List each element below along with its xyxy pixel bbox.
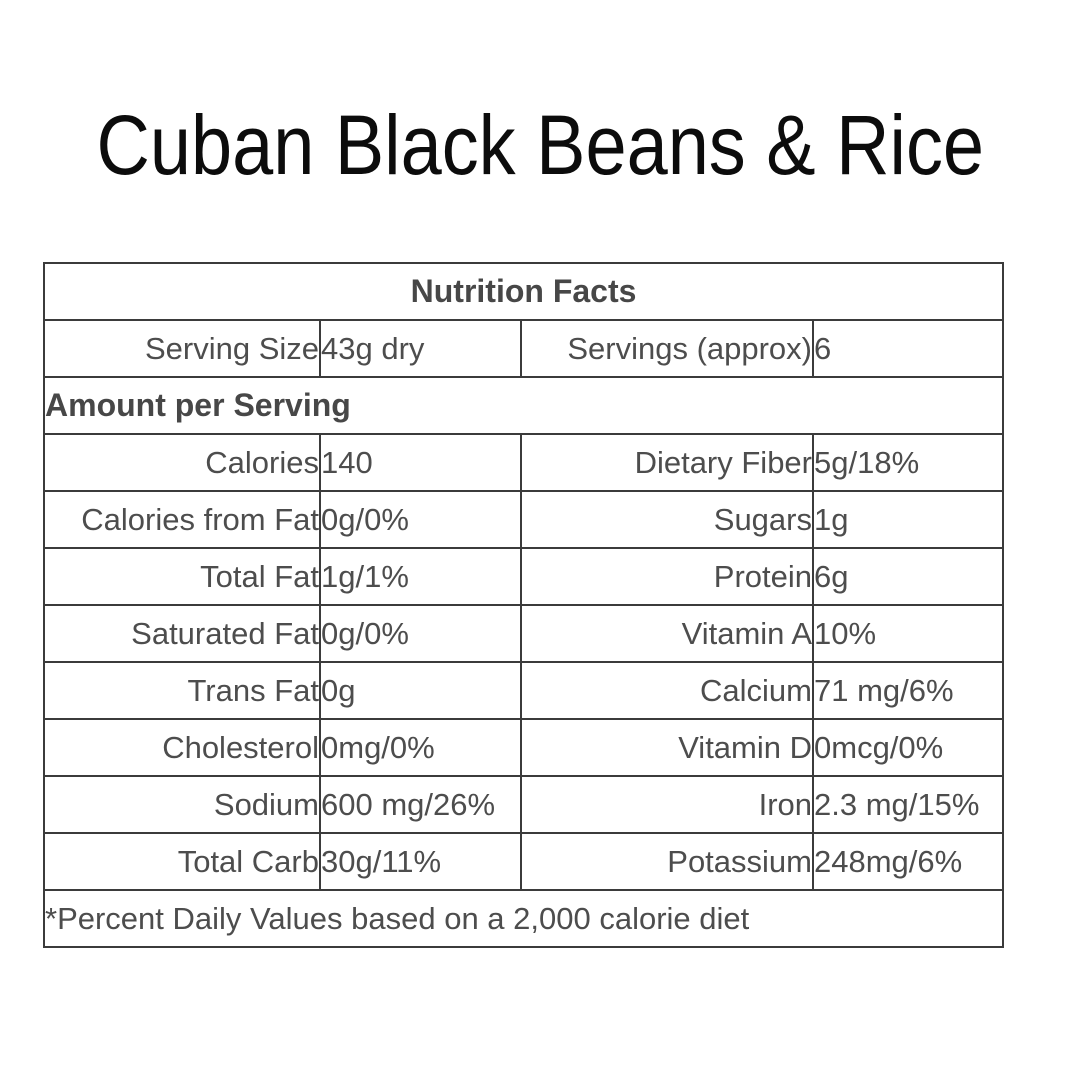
nutrient-value: 2.3 mg/15% <box>811 775 1005 834</box>
nutrient-row: Calories from Fat 0g/0% Sugars 1g <box>43 490 1005 549</box>
nutrient-label: Sugars <box>520 490 814 549</box>
nutrient-value: 140 <box>319 433 522 492</box>
nutrient-label: Calcium <box>520 661 814 720</box>
nutrient-label: Iron <box>520 775 814 834</box>
serving-size-value: 43g dry <box>319 319 522 378</box>
nutrient-row: Total Fat 1g/1% Protein 6g <box>43 547 1005 606</box>
nutrient-label: Cholesterol <box>43 718 321 777</box>
nutrient-row: Trans Fat 0g Calcium 71 mg/6% <box>43 661 1005 720</box>
nutrient-value: 30g/11% <box>319 832 522 891</box>
page-title-wrap: Cuban Black Beans & Rice <box>0 103 1080 187</box>
nutrient-value: 248mg/6% <box>811 832 1005 891</box>
servings-label: Servings (approx) <box>520 319 814 378</box>
nutrient-value: 0g <box>319 661 522 720</box>
nutrient-value: 600 mg/26% <box>319 775 522 834</box>
nutrient-label: Potassium <box>520 832 814 891</box>
nutrient-value: 1g/1% <box>319 547 522 606</box>
nutrient-label: Dietary Fiber <box>520 433 814 492</box>
footnote: *Percent Daily Values based on a 2,000 c… <box>42 889 1005 948</box>
nutrient-value: 0g/0% <box>319 604 522 663</box>
serving-size-label: Serving Size <box>43 319 321 378</box>
nutrient-row: Total Carb 30g/11% Potassium 248mg/6% <box>43 832 1005 891</box>
nutrient-value: 6g <box>811 547 1005 606</box>
nutrient-label: Calories from Fat <box>43 490 321 549</box>
nutrient-label: Total Carb <box>43 832 321 891</box>
nutrient-value: 0g/0% <box>319 490 522 549</box>
servings-value: 6 <box>811 319 1005 378</box>
nutrient-row: Calories 140 Dietary Fiber 5g/18% <box>43 433 1005 492</box>
nutrient-value: 0mcg/0% <box>811 718 1005 777</box>
nutrient-label: Calories <box>43 433 321 492</box>
nutrient-value: 0mg/0% <box>319 718 522 777</box>
nutrient-row: Saturated Fat 0g/0% Vitamin A 10% <box>43 604 1005 663</box>
nutrient-label: Sodium <box>43 775 321 834</box>
nutrient-label: Vitamin A <box>520 604 814 663</box>
nutrient-label: Protein <box>520 547 814 606</box>
serving-row: Serving Size 43g dry Servings (approx) 6 <box>43 319 1005 378</box>
section-header: Amount per Serving <box>42 376 1005 435</box>
section-header-row: Amount per Serving <box>42 376 1005 435</box>
table-header: Nutrition Facts <box>42 262 1005 321</box>
nutrient-row: Sodium 600 mg/26% Iron 2.3 mg/15% <box>43 775 1005 834</box>
table-header-row: Nutrition Facts <box>42 262 1005 321</box>
footnote-row: *Percent Daily Values based on a 2,000 c… <box>42 889 1005 948</box>
page-title: Cuban Black Beans & Rice <box>96 98 984 192</box>
nutrient-label: Trans Fat <box>43 661 321 720</box>
nutrition-table: Nutrition Facts Serving Size 43g dry Ser… <box>42 262 1005 948</box>
nutrient-value: 1g <box>811 490 1005 549</box>
nutrient-row: Cholesterol 0mg/0% Vitamin D 0mcg/0% <box>43 718 1005 777</box>
nutrient-label: Total Fat <box>43 547 321 606</box>
nutrient-value: 10% <box>811 604 1005 663</box>
nutrient-label: Saturated Fat <box>43 604 321 663</box>
nutrient-value: 71 mg/6% <box>811 661 1005 720</box>
nutrient-label: Vitamin D <box>520 718 814 777</box>
nutrient-value: 5g/18% <box>811 433 1005 492</box>
